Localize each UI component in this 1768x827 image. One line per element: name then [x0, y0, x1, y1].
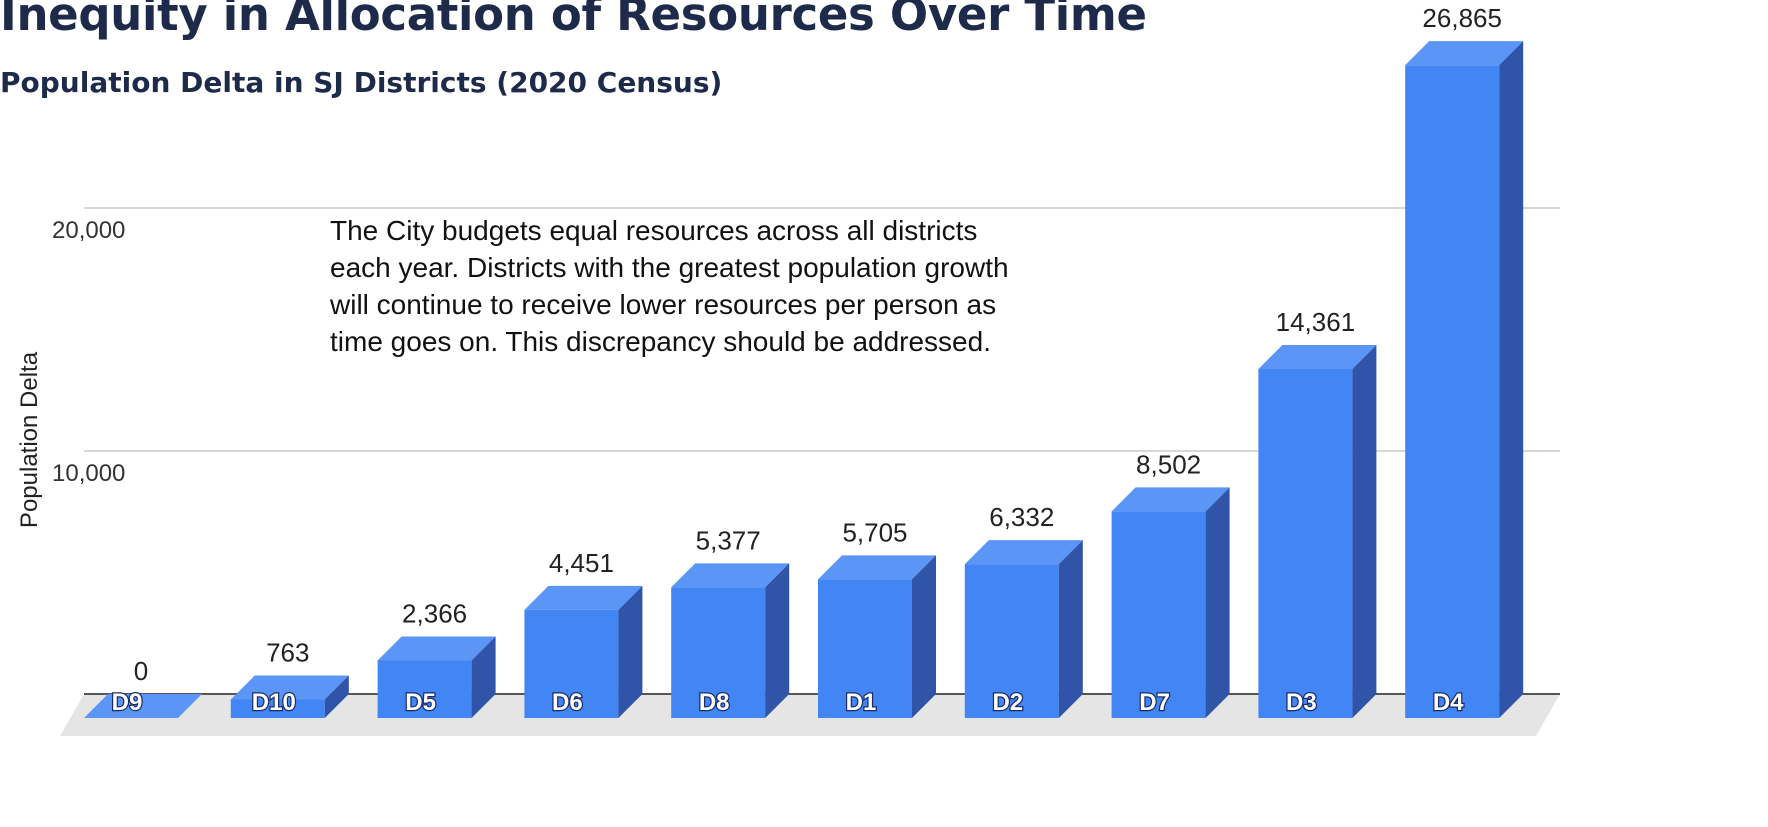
bar-D4 — [1405, 65, 1500, 719]
category-label: D7 — [1139, 689, 1170, 716]
data-label: 4,451 — [549, 548, 614, 578]
bar-side-D6 — [618, 585, 643, 718]
page-title: Inequity in Allocation of Resources Over… — [0, 0, 1147, 41]
data-label: 8,502 — [1136, 449, 1201, 479]
category-label: D3 — [1286, 689, 1317, 716]
category-label: D2 — [992, 689, 1023, 716]
bar-top-D1 — [818, 555, 936, 580]
bar-top-D4 — [1405, 41, 1524, 66]
bar-top-D9 — [84, 694, 202, 718]
data-label: 26,865 — [1422, 3, 1502, 33]
bar-top-D2 — [964, 540, 1083, 565]
bar-side-D3 — [1352, 345, 1377, 718]
bar-D1 — [818, 579, 912, 718]
data-labels: 0 D9 763 D10 2,366 D5 4,451 D6 5,377 D8 5,705 D1 6,3… — [110, 3, 1502, 717]
bar-top-D8 — [671, 563, 790, 588]
data-label: 763 — [266, 637, 309, 667]
category-label: D6 — [552, 689, 583, 716]
y-tick-label: 20,000 — [52, 217, 125, 244]
bar-top-D3 — [1258, 345, 1377, 370]
bar-side-D10 — [324, 675, 349, 718]
bar-side-D1 — [912, 555, 936, 718]
data-label: 6,332 — [989, 502, 1054, 532]
annotation-note: The City budgets equal resources across … — [330, 215, 1009, 357]
bar-top-D7 — [1111, 487, 1230, 512]
bar-side-D2 — [1058, 540, 1083, 718]
bar-top-D5 — [377, 636, 496, 661]
data-label: 5,705 — [842, 517, 907, 547]
bar-side-D8 — [765, 563, 790, 718]
category-label: D1 — [846, 689, 877, 716]
data-label: 2,366 — [402, 599, 467, 629]
data-label: 5,377 — [696, 525, 761, 555]
y-tick-label: 10,000 — [52, 460, 125, 487]
category-label: D5 — [405, 689, 436, 716]
bar-side-D4 — [1499, 41, 1524, 719]
y-axis-ticks: 10,000 20,000 — [52, 217, 125, 487]
bar-D10 — [230, 699, 325, 718]
bar-D6 — [524, 609, 619, 718]
bar-top-D10 — [230, 675, 349, 700]
bar-D8 — [671, 587, 766, 718]
bars — [84, 41, 1524, 719]
bar-top-D6 — [524, 585, 643, 610]
bar-side-D7 — [1205, 487, 1230, 718]
category-label: D4 — [1433, 689, 1464, 716]
bar-side-D5 — [471, 636, 496, 718]
category-label: D9 — [112, 689, 143, 716]
bar-D3 — [1258, 369, 1353, 718]
bar-D7 — [1111, 511, 1206, 718]
category-label: D8 — [699, 689, 730, 716]
bar-D2 — [964, 564, 1059, 718]
bar-D5 — [377, 660, 472, 718]
data-label: 14,361 — [1276, 307, 1356, 337]
chart-subtitle: Population Delta in SJ Districts (2020 C… — [0, 66, 723, 99]
data-label: 0 — [134, 656, 148, 686]
category-label: D10 — [252, 689, 296, 716]
